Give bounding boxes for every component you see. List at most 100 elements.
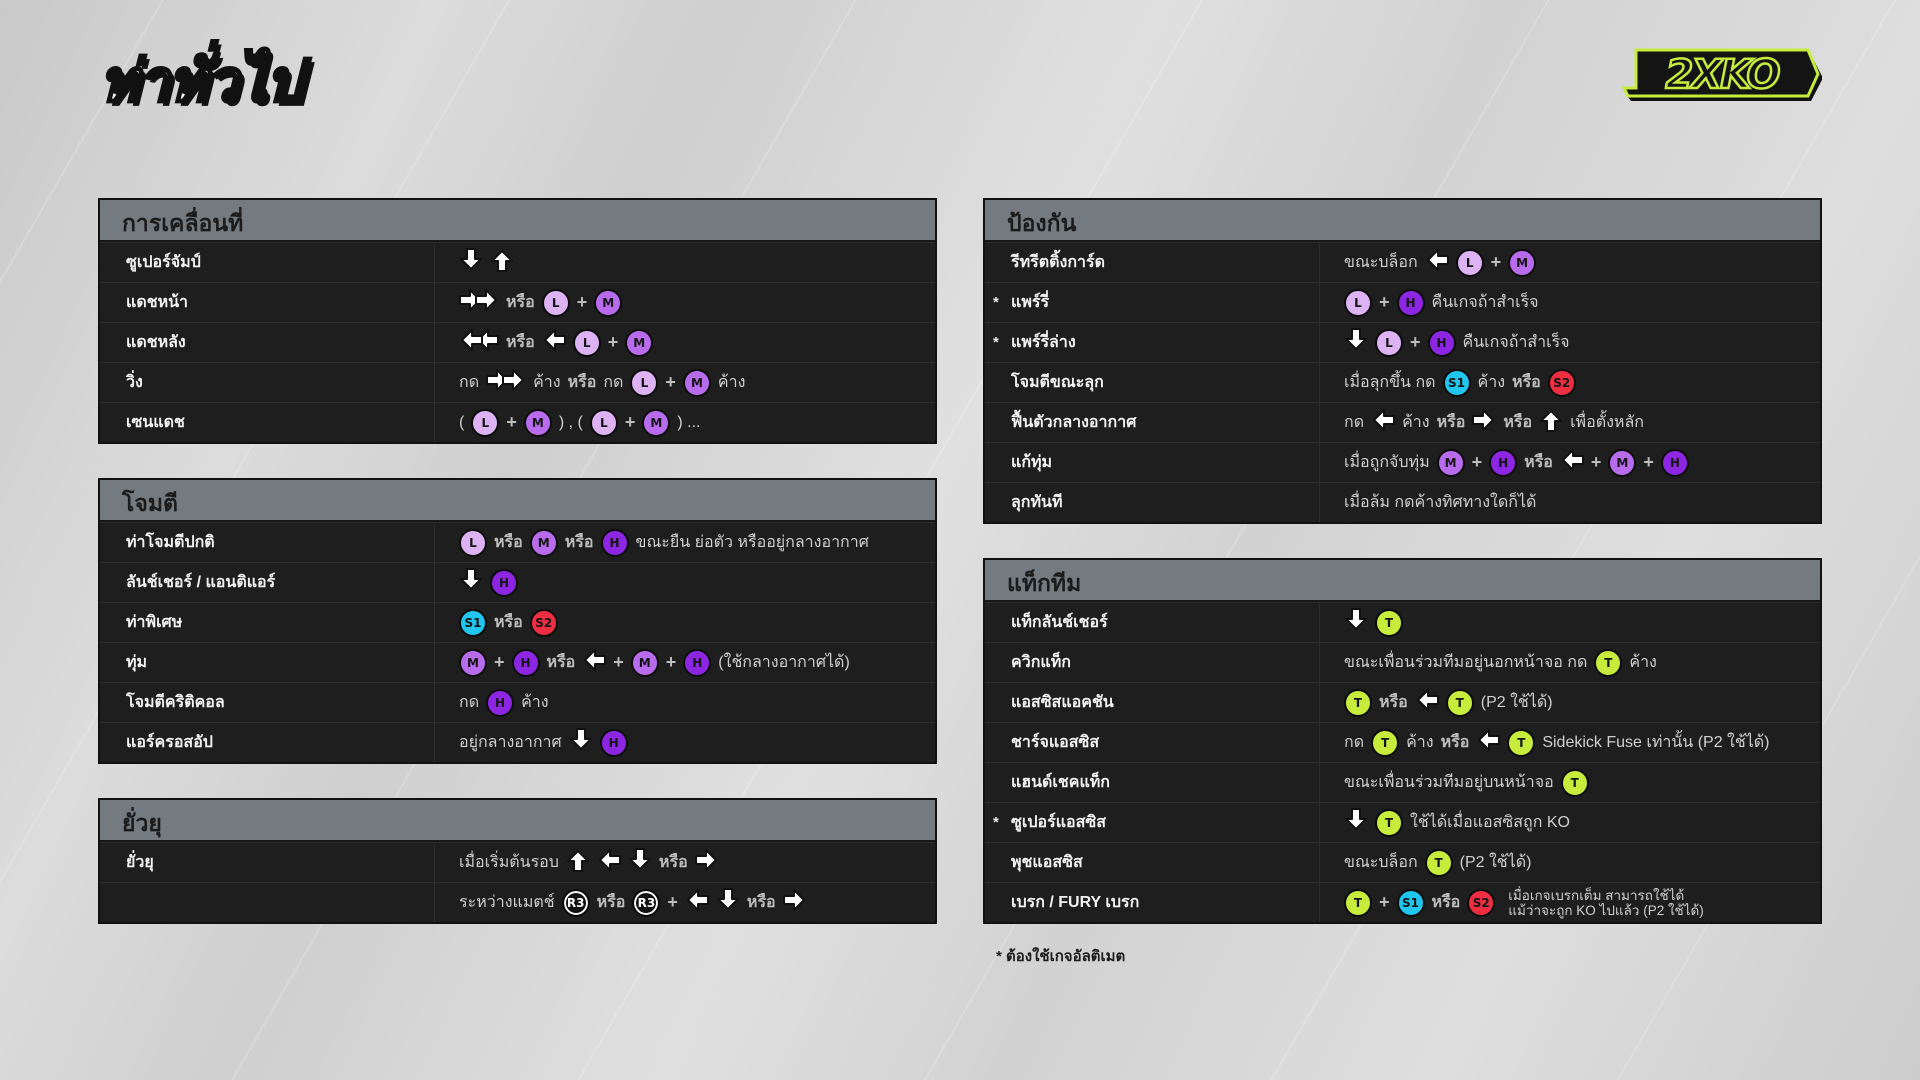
plus-sign: + (1490, 252, 1502, 272)
button-l-icon: L (1375, 328, 1403, 357)
button-m-icon: M (523, 408, 552, 437)
move-name: พุชแอสซิส (985, 843, 1320, 882)
button-t-icon: T (1375, 808, 1403, 837)
button-m-icon: M (1608, 448, 1637, 477)
move-input: เมื่อล้ม กดค้างทิศทางใดก็ได้ (1320, 483, 1820, 522)
input-text: กด (1344, 414, 1365, 431)
table-row: ยั่วยุ เมื่อเริ่มต้นรอบ หรือ (100, 842, 935, 882)
move-label: โจมตีคริติคอล (126, 694, 225, 711)
double-arrow-left-icon (459, 328, 499, 357)
move-name: ลุกทันที (985, 483, 1320, 522)
button-t-icon: T (1560, 768, 1589, 797)
move-label: โจมตีขณะลุก (1011, 374, 1104, 391)
table-row: * แพร์รี่ L + H คืนเกจถ้าสำเร็จ (985, 282, 1820, 322)
table-row: แฮนด์เชคแท็ก ขณะเพื่อนร่วมทีมอยู่บนหน้าจอ… (985, 762, 1820, 802)
move-name: โจมตีขณะลุก (985, 363, 1320, 402)
move-input: กด T ค้าง หรือ T Sidekick Fuse เท่านั้น (P2 ใ… (1320, 723, 1820, 762)
arrow-right-icon (1472, 408, 1496, 437)
input-text: ) ... (677, 413, 701, 431)
move-input: ขณะบล็อก L + M (1320, 243, 1820, 282)
ultimate-gauge-marker: * (993, 294, 999, 311)
button-l-icon: L (541, 288, 570, 317)
button-h-icon: H (1427, 328, 1456, 357)
ultimate-gauge-marker: * (993, 814, 999, 831)
or-text: หรือ (596, 894, 626, 911)
plus-sign: + (1379, 292, 1390, 312)
move-label: ทุ่ม (126, 654, 148, 671)
panel-title: แท็กทีม (985, 560, 1820, 602)
move-label: ฟื้นตัวกลางอากาศ (1011, 414, 1137, 431)
move-name: ท่าโจมตีปกติ (100, 523, 435, 562)
move-label: แดชหลัง (126, 334, 186, 351)
input-text: อยู่กลางอากาศ (459, 734, 562, 751)
button-l-icon: L (589, 408, 618, 437)
move-input: กด ค้าง หรือ หรือ เพื่อตั้งหลัก (1320, 403, 1820, 442)
panel-title: ยั่วยุ (100, 800, 935, 842)
move-name: แอร์ครอสอัป (100, 723, 435, 762)
input-text: ค้าง (533, 374, 561, 391)
move-label: ซูเปอร์จัมป์ (126, 254, 201, 271)
page-title: ท่าทั่วไป (99, 48, 305, 116)
move-input: หรือ L + M (435, 283, 935, 322)
move-input: L หรือ M หรือ H ขณะยืน ย่อตัว หรืออยู่กลางอาก… (435, 523, 935, 562)
table-row: ระหว่างแมตช์ R3 หรือ R3 + หรือ (100, 882, 935, 922)
button-r3-icon: R3 (632, 888, 661, 917)
move-label: เซนแดช (126, 414, 185, 431)
move-input: เมื่อเริ่มต้นรอบ หรือ (435, 843, 935, 882)
table-row: ซูเปอร์จัมป์ (100, 242, 935, 282)
plus-sign: + (1643, 452, 1654, 472)
plus-sign: + (1379, 892, 1390, 912)
move-name: * แพร์รี่ (985, 283, 1320, 322)
move-name: ยั่วยุ (100, 843, 435, 882)
button-t-icon: T (1424, 848, 1453, 877)
button-t-icon: T (1344, 688, 1372, 717)
plus-sign: + (506, 412, 517, 432)
move-label: แพร์รี่ล่าง (1011, 334, 1076, 351)
input-text: ( (459, 413, 465, 431)
or-text: หรือ (746, 894, 776, 911)
panel-attack: โจมตี ท่าโจมตีปกติ L หรือ M หรือ H ขณะยืน ย่อตั… (98, 478, 937, 764)
button-t-icon: T (1344, 888, 1372, 917)
or-text: หรือ (1440, 734, 1470, 751)
move-name (100, 883, 435, 922)
plus-sign: + (665, 372, 676, 392)
button-l-icon: L (1455, 248, 1484, 277)
move-input: T (1320, 603, 1820, 642)
move-input: ระหว่างแมตช์ R3 หรือ R3 + หรือ (435, 883, 935, 922)
table-row: ทุ่ม M + H หรือ + M + H (ใช้กลางอากาศได้) (100, 642, 935, 682)
input-text: ค้าง (1406, 734, 1434, 751)
button-m-icon: M (1508, 248, 1537, 277)
button-s1-icon: S1 (459, 608, 487, 637)
panel-tag-team: แท็กทีม แท็กลันช์เชอร์ T ควิกแท็ก ขณะเพื่อนร… (983, 558, 1822, 924)
table-row: * แพร์รี่ล่าง L + H คืนเกจถ้าสำเร็จ (985, 322, 1820, 362)
plus-sign: + (667, 892, 678, 912)
or-text: หรือ (1503, 414, 1533, 431)
button-l-icon: L (471, 408, 500, 437)
input-text: กด (1344, 734, 1365, 751)
input-text: ค้าง (521, 694, 549, 711)
move-name: ฟื้นตัวกลางอากาศ (985, 403, 1320, 442)
move-label: รีทรีตติ้งการ์ด (1011, 254, 1105, 271)
input-text: กด (459, 694, 480, 711)
move-input: (L + M) , (L + M) ... (435, 403, 935, 442)
button-l-icon: L (459, 528, 487, 557)
move-label: พุชแอสซิส (1011, 854, 1083, 871)
move-label: แอสซิสแอคชัน (1011, 694, 1114, 711)
move-input: T หรือ T (P2 ใช้ได้) (1320, 683, 1820, 722)
2xko-logo: 2XKO (1622, 48, 1822, 101)
button-m-icon: M (682, 368, 711, 397)
move-name: แดชหน้า (100, 283, 435, 322)
input-text: ค้าง (717, 374, 746, 391)
arrow-right-icon (694, 848, 719, 877)
move-name: รีทรีตติ้งการ์ด (985, 243, 1320, 282)
input-text: ขณะบล็อก (1344, 254, 1418, 271)
or-text: หรือ (564, 534, 594, 551)
input-text: เมื่อถูกจับทุ่ม (1344, 454, 1430, 471)
move-input: L + H คืนเกจถ้าสำเร็จ (1320, 323, 1820, 362)
panel-title: การเคลื่อนที่ (100, 200, 935, 242)
arrow-right-icon (782, 888, 807, 917)
move-input: ขณะเพื่อนร่วมทีมอยู่นอกหน้าจอ กด T ค้าง (1320, 643, 1820, 682)
move-input: H (435, 563, 935, 602)
table-row: ลันช์เชอร์ / แอนติแอร์ H (100, 562, 935, 602)
input-text: ใช้ได้เมื่อแอสซิสถูก KO (1410, 814, 1570, 831)
